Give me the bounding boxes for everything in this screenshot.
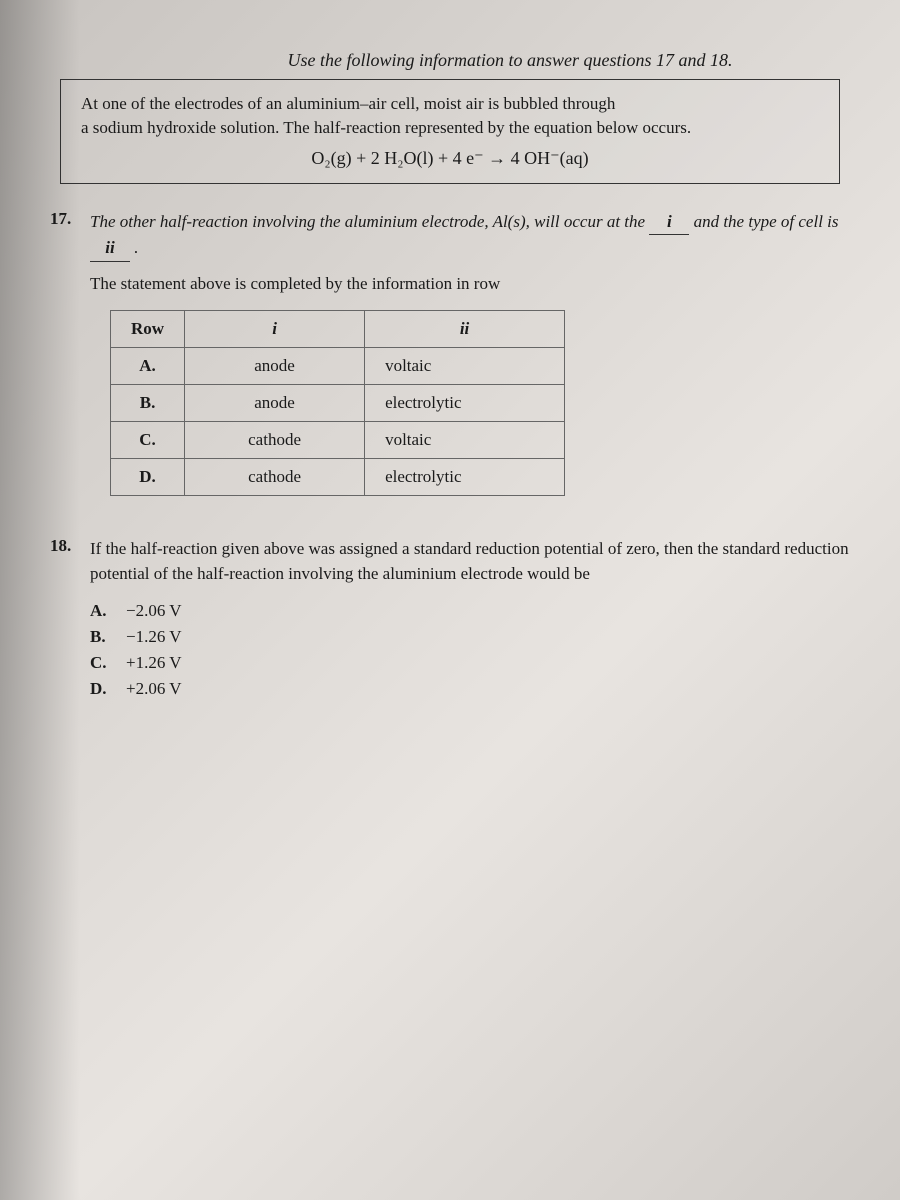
cell-ii: electrolytic — [365, 384, 565, 421]
answer-table: Row i ii A. anode voltaic B. anode elect… — [110, 310, 565, 496]
half-reaction-equation: O₂(g) + 2 H₂O(l) + 4 e⁻ → 4 OH⁻(aq) — [81, 148, 819, 169]
option-a: A. −2.06 V — [90, 601, 850, 621]
row-label: D. — [111, 458, 185, 495]
question-17: 17. The other half-reaction involving th… — [50, 209, 850, 262]
question-body: If the half-reaction given above was ass… — [90, 536, 850, 587]
blank-ii: ii — [90, 235, 130, 262]
cell-i: anode — [185, 384, 365, 421]
header-i: i — [185, 310, 365, 347]
question-number: 17. — [50, 209, 90, 262]
option-value: −2.06 V — [126, 601, 182, 621]
cell-ii: electrolytic — [365, 458, 565, 495]
q17-text-end: . — [134, 238, 138, 257]
option-value: +1.26 V — [126, 653, 182, 673]
row-label: B. — [111, 384, 185, 421]
table-row: D. cathode electrolytic — [111, 458, 565, 495]
cell-ii: voltaic — [365, 347, 565, 384]
cell-i: cathode — [185, 458, 365, 495]
table-header-row: Row i ii — [111, 310, 565, 347]
question-body: The other half-reaction involving the al… — [90, 209, 850, 262]
information-box: At one of the electrodes of an aluminium… — [60, 79, 840, 184]
info-line-2: a sodium hydroxide solution. The half-re… — [81, 116, 819, 140]
q17-subtext: The statement above is completed by the … — [90, 274, 850, 294]
header-ii: ii — [365, 310, 565, 347]
option-label: D. — [90, 679, 126, 699]
table-row: C. cathode voltaic — [111, 421, 565, 458]
table-row: B. anode electrolytic — [111, 384, 565, 421]
option-c: C. +1.26 V — [90, 653, 850, 673]
info-line-1: At one of the electrodes of an aluminium… — [81, 92, 819, 116]
option-label: B. — [90, 627, 126, 647]
option-label: C. — [90, 653, 126, 673]
question-18: 18. If the half-reaction given above was… — [50, 536, 850, 587]
row-label: C. — [111, 421, 185, 458]
option-d: D. +2.06 V — [90, 679, 850, 699]
instruction-text: Use the following information to answer … — [50, 50, 850, 71]
q17-text-pre: The other half-reaction involving the al… — [90, 212, 645, 231]
option-value: +2.06 V — [126, 679, 182, 699]
option-b: B. −1.26 V — [90, 627, 850, 647]
cell-ii: voltaic — [365, 421, 565, 458]
table-row: A. anode voltaic — [111, 347, 565, 384]
option-value: −1.26 V — [126, 627, 182, 647]
question-number: 18. — [50, 536, 90, 587]
blank-i: i — [649, 209, 689, 236]
cell-i: cathode — [185, 421, 365, 458]
q18-options: A. −2.06 V B. −1.26 V C. +1.26 V D. +2.0… — [90, 601, 850, 699]
cell-i: anode — [185, 347, 365, 384]
header-row: Row — [111, 310, 185, 347]
row-label: A. — [111, 347, 185, 384]
q17-text-mid: and the type of cell is — [694, 212, 839, 231]
option-label: A. — [90, 601, 126, 621]
